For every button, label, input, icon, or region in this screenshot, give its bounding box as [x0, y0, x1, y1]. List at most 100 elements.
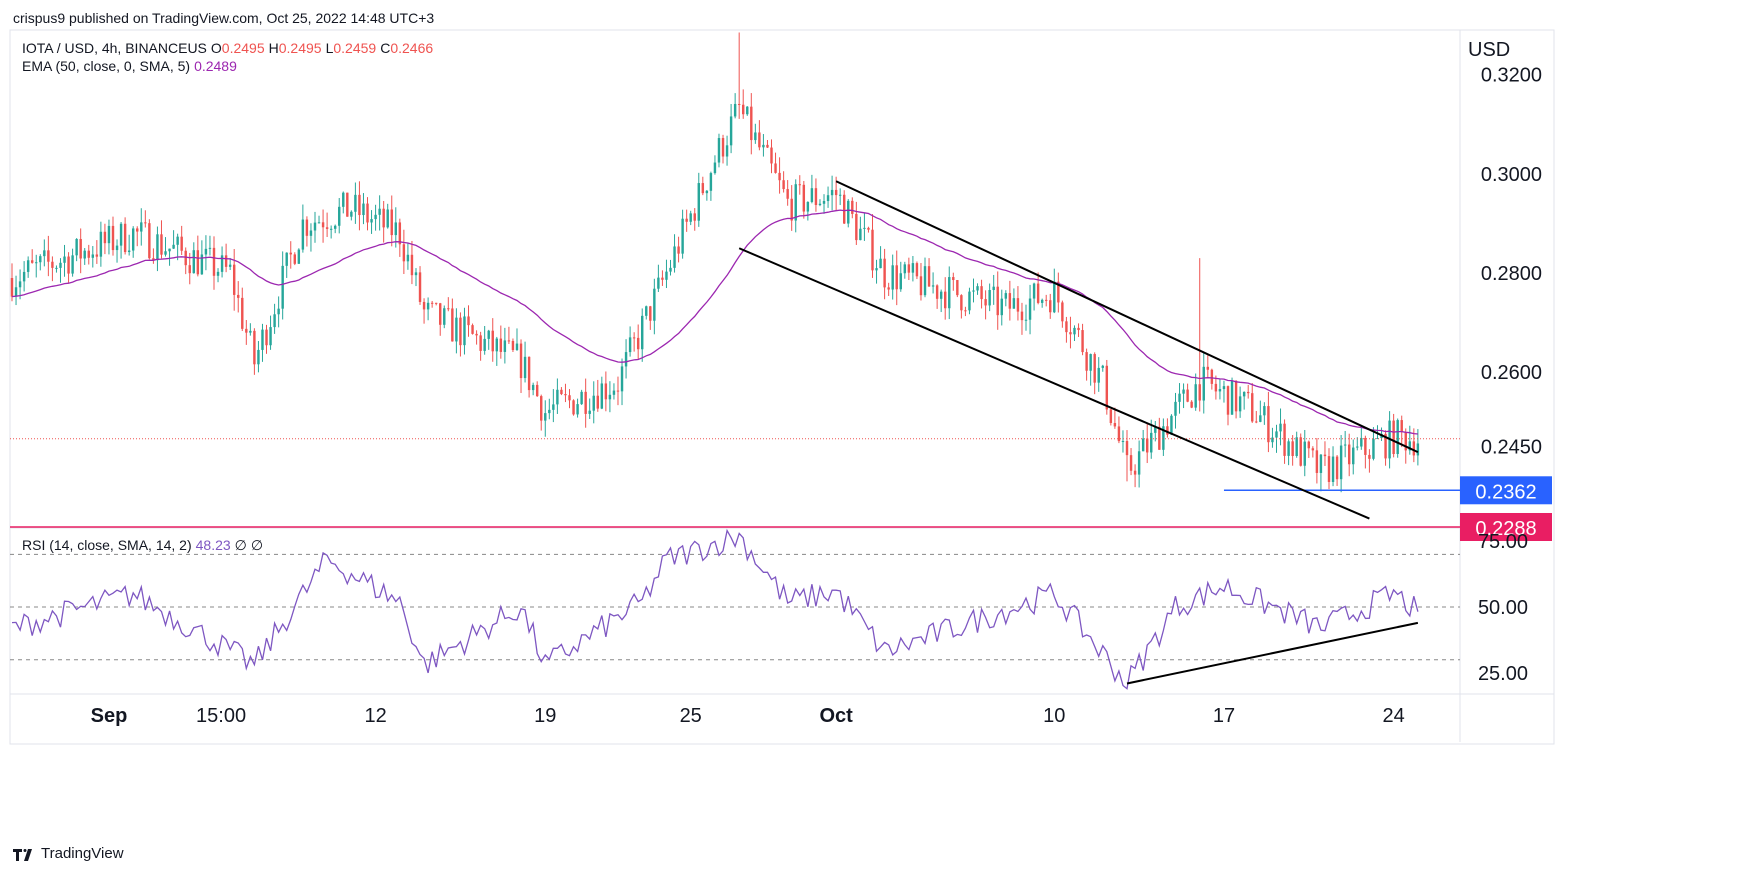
candle-body	[1400, 420, 1403, 433]
candle-body	[63, 256, 66, 263]
candle-body	[620, 366, 624, 392]
candle-body	[871, 229, 874, 271]
candle-body	[1343, 444, 1347, 446]
candle-body	[523, 356, 527, 379]
candle-body	[774, 163, 777, 173]
candle-body	[778, 172, 781, 181]
candle-body	[422, 301, 426, 310]
candle-body	[814, 188, 818, 206]
candle-body	[649, 306, 652, 321]
candle-body	[107, 225, 111, 244]
candle-body	[1137, 451, 1141, 475]
candle-body	[301, 219, 305, 250]
candle-body	[1145, 438, 1149, 453]
candle-body	[378, 208, 381, 215]
candle-body	[1303, 441, 1306, 466]
candle-body	[1117, 426, 1121, 442]
candle-body	[1028, 298, 1032, 320]
candle-body	[228, 264, 232, 267]
candle-body	[1283, 423, 1286, 456]
candle-body	[1069, 332, 1072, 335]
candle-body	[1105, 365, 1109, 410]
candle-body	[806, 201, 810, 212]
candle-body	[556, 389, 559, 405]
time-tick-label: Sep	[91, 705, 128, 727]
candle-body	[188, 265, 191, 274]
candle-body	[540, 396, 543, 421]
candle-body	[1404, 432, 1407, 451]
candle-body	[394, 222, 398, 236]
candle-body	[261, 329, 264, 350]
candle-body	[628, 337, 632, 353]
candle-body	[1416, 443, 1420, 456]
candle-body	[746, 106, 749, 115]
candle-body	[269, 327, 272, 346]
candle-body	[939, 291, 943, 299]
candle-body	[1263, 406, 1266, 416]
candle-body	[1024, 319, 1028, 321]
candle-body	[366, 203, 369, 223]
candle-body	[305, 219, 309, 236]
candle-body	[576, 404, 579, 415]
time-tick-label: 15:00	[196, 705, 246, 727]
candle-body	[992, 286, 995, 291]
candle-body	[721, 138, 725, 157]
candle-body	[30, 260, 34, 263]
candle-body	[1384, 433, 1387, 459]
candle-body	[1360, 437, 1363, 447]
candle-body	[855, 213, 858, 241]
candle-body	[891, 265, 894, 290]
candle-body	[1190, 401, 1193, 408]
close-label: C0.2466	[380, 40, 434, 56]
candle-body	[1356, 446, 1359, 448]
candle-body	[1008, 293, 1012, 309]
candle-body	[293, 254, 297, 264]
candle-body	[22, 271, 26, 282]
candle-body	[342, 192, 345, 207]
candle-body	[1315, 450, 1319, 473]
candle-body	[370, 219, 373, 223]
ema-legend: EMA (50, close, 0, SMA, 5) 0.2489	[22, 57, 241, 75]
candle-body	[1234, 380, 1238, 412]
candle-body	[1061, 302, 1064, 322]
candle-body	[426, 302, 430, 310]
candle-body	[1170, 415, 1173, 435]
candle-body	[1242, 391, 1246, 397]
rsi-value: 48.23	[195, 537, 231, 553]
candle-body	[1238, 396, 1242, 412]
brand-label: TradingView	[41, 845, 124, 862]
candle-body	[798, 184, 801, 186]
candle-body	[192, 250, 196, 274]
candle-body	[1162, 426, 1165, 450]
candle-body	[26, 260, 30, 272]
candle-body	[1226, 386, 1230, 415]
candle-body	[560, 389, 563, 395]
candle-body	[220, 255, 224, 272]
candle-body	[515, 343, 519, 351]
candle-body	[600, 383, 604, 409]
candle-body	[693, 213, 696, 221]
candle-body	[810, 188, 814, 202]
candle-body	[51, 261, 54, 268]
candle-body	[895, 265, 898, 290]
candle-body	[463, 316, 466, 346]
candle-body	[535, 384, 539, 397]
tradingview-logo-icon	[13, 848, 35, 861]
main-legend: IOTA / USD, 4h, BINANCEUS O0.2495 H0.2495 L…	[22, 39, 437, 57]
candle-body	[241, 297, 244, 329]
candle-body	[931, 285, 935, 287]
candle-body	[665, 271, 668, 280]
candle-body	[313, 222, 317, 231]
candle-body	[1214, 383, 1218, 392]
candle-body	[443, 308, 446, 325]
candle-body	[1271, 437, 1274, 443]
candle-body	[1327, 456, 1331, 482]
candle-body	[164, 251, 167, 255]
candle-body	[321, 222, 325, 228]
candle-body	[1335, 456, 1339, 480]
candle-body	[212, 247, 216, 276]
candle-body	[1077, 327, 1080, 331]
candle-body	[507, 340, 511, 342]
candle-body	[176, 236, 179, 245]
